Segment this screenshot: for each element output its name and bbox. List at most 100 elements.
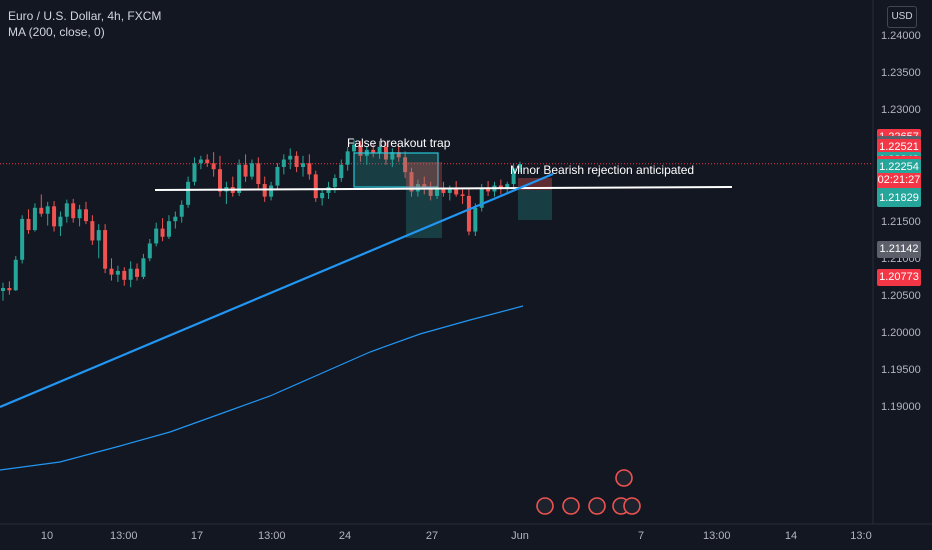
candle-body — [179, 204, 184, 217]
candle-body — [511, 168, 516, 185]
candle-body — [147, 243, 152, 259]
candle-body — [115, 270, 120, 275]
price-badge: 1.21829 — [877, 190, 921, 208]
false-breakout-label[interactable]: False breakout trap — [347, 136, 451, 150]
candle-body — [26, 218, 31, 231]
false-breakout-box — [353, 152, 439, 188]
candle-body — [300, 163, 305, 167]
short-target-zone — [406, 188, 442, 238]
time-tick-label: 7 — [637, 530, 645, 542]
candle-body — [396, 152, 401, 158]
chart-legend: Euro / U.S. Dollar, 4h, FXCM MA (200, cl… — [8, 8, 161, 40]
candle-body — [135, 268, 140, 277]
time-tick-label: 13:00 — [258, 530, 286, 542]
candle-body — [249, 163, 254, 177]
candle-body — [313, 174, 318, 199]
candle-body — [358, 144, 363, 156]
candle-body — [122, 270, 127, 280]
price-tick-label: 1.23000 — [881, 104, 921, 117]
candle-body — [90, 221, 95, 241]
price-tick-label: 1.21500 — [881, 215, 921, 228]
symbol-title[interactable]: Euro / U.S. Dollar, 4h, FXCM — [8, 9, 162, 23]
candle-body — [237, 164, 242, 193]
candle-body — [186, 181, 191, 205]
price-tick-label: 1.24000 — [881, 30, 921, 42]
candle-body — [243, 164, 248, 177]
candle-body — [345, 151, 350, 165]
candle-body — [77, 209, 82, 219]
candle-body — [45, 206, 50, 214]
candle-body — [441, 189, 446, 193]
indicator-title[interactable]: MA (200, close, 0) — [8, 25, 105, 39]
candle-body — [377, 146, 382, 153]
candle-body — [58, 216, 63, 227]
time-tick-label: 17 — [190, 530, 204, 542]
candle-body — [281, 159, 286, 167]
price-badge: 1.20773 — [877, 268, 921, 286]
candle-body — [109, 268, 114, 275]
candle-body — [52, 206, 57, 227]
price-tick-label: 1.23500 — [881, 67, 921, 80]
candle-body — [275, 166, 280, 186]
candle-body — [83, 209, 88, 222]
candle-body — [454, 188, 459, 195]
candle-body — [211, 163, 216, 170]
candle-body — [479, 188, 484, 208]
candle-body — [160, 228, 165, 237]
economic-event-icon — [623, 497, 641, 515]
economic-event-icon — [588, 497, 606, 515]
candle-body — [39, 207, 44, 214]
bearish-rejection-label[interactable]: Minor Bearish rejection anticipated — [510, 163, 695, 177]
candle-body — [409, 172, 414, 192]
candle-body — [7, 287, 12, 291]
economic-event-icon — [536, 497, 554, 515]
candle-body — [498, 185, 503, 189]
candle-body — [166, 221, 171, 237]
candle-body — [141, 258, 146, 277]
price-tick-label: 1.20500 — [881, 289, 921, 302]
ma-200-line — [0, 305, 524, 471]
candle-body — [128, 268, 133, 280]
candle-body — [466, 195, 471, 232]
candle-body — [518, 163, 522, 169]
candle-body — [154, 228, 159, 244]
price-tick-label: 1.19000 — [881, 401, 921, 414]
candle-body — [435, 189, 440, 196]
bar-countdown: 02:21:27 — [877, 172, 921, 188]
candle-body — [256, 163, 261, 185]
ascending-trendline — [0, 172, 554, 409]
candle-body — [486, 188, 491, 192]
candle-body — [205, 159, 210, 164]
candle-body — [473, 207, 478, 232]
economic-event-icon — [615, 469, 633, 487]
price-badge: 1.22521 — [877, 138, 921, 156]
candle-body — [307, 163, 312, 175]
candle-body — [403, 157, 408, 173]
time-tick-label: 14 — [784, 530, 798, 542]
candle-body — [339, 164, 344, 179]
candle-body — [103, 230, 108, 269]
candle-body — [447, 188, 452, 193]
economic-event-icon — [562, 497, 580, 515]
candle-body — [218, 169, 223, 192]
price-badge: 1.21142 — [877, 241, 921, 259]
candle-body — [288, 155, 293, 160]
candle-body — [173, 216, 178, 222]
candle-body — [13, 259, 18, 291]
time-tick-label: 13:00 — [703, 530, 731, 542]
price-tick-label: 1.19500 — [881, 364, 921, 377]
candle-body — [269, 185, 274, 197]
candle-body — [460, 194, 465, 196]
candle-body — [320, 192, 325, 199]
short-stop-zone — [406, 162, 442, 188]
currency-button[interactable]: USD — [887, 6, 917, 28]
time-tick-label: 13:00 — [110, 530, 138, 542]
candle-body — [505, 184, 510, 189]
candle-body — [198, 159, 203, 164]
price-tick-label: 1.20000 — [881, 327, 921, 340]
candle-body — [390, 152, 395, 160]
time-tick-label: 24 — [338, 530, 352, 542]
candle-body — [32, 207, 37, 231]
candle-body — [20, 218, 25, 260]
